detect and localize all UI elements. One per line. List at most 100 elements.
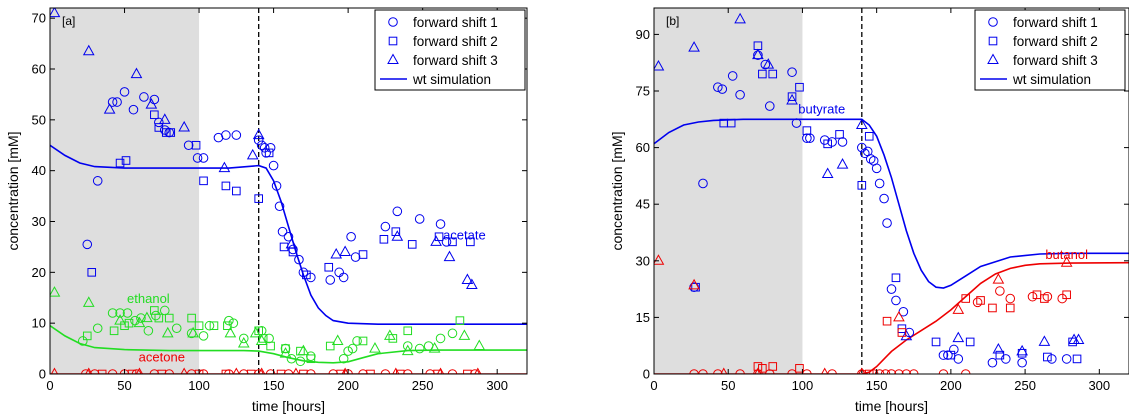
legend-label: forward shift 2 xyxy=(1013,34,1098,49)
data-point xyxy=(795,82,804,92)
data-point xyxy=(127,369,137,374)
data-point xyxy=(908,369,919,374)
data-point xyxy=(92,176,103,186)
data-point xyxy=(402,341,413,351)
data-point xyxy=(758,364,767,373)
data-point xyxy=(159,305,170,316)
legend-circle-marker xyxy=(388,17,398,27)
data-point xyxy=(266,341,275,351)
data-point xyxy=(1043,352,1052,362)
data-point xyxy=(302,270,311,280)
chart-panel-0: 0 50 100 150 200 250 300 0 10 20 30 40 50 60 70 time [h… xyxy=(5,7,528,414)
chart-panel-1: 0 50 100 150 200 250 300 0 15 30 45 60 75 90 time [hou… xyxy=(609,7,1129,414)
data-point xyxy=(298,267,309,278)
legend-box xyxy=(974,9,1126,91)
y-axis-label: concentration [mM] xyxy=(609,131,625,250)
data-point xyxy=(253,369,264,374)
data-point xyxy=(50,8,61,18)
data-point xyxy=(246,369,256,374)
y-tick-label: 75 xyxy=(636,84,650,99)
data-point xyxy=(274,201,285,212)
data-point xyxy=(425,369,435,374)
data-point xyxy=(727,71,738,81)
data-point xyxy=(823,139,832,149)
data-point xyxy=(279,347,292,358)
data-point xyxy=(688,278,700,290)
data-point xyxy=(871,163,882,174)
data-point xyxy=(931,337,941,347)
data-point xyxy=(414,343,425,354)
data-point xyxy=(120,321,129,331)
data-point xyxy=(972,297,983,308)
legend-square-marker xyxy=(988,36,998,46)
data-point xyxy=(157,369,167,374)
annotation-butyrate: butyrate xyxy=(798,102,845,117)
data-point xyxy=(191,140,201,150)
data-point xyxy=(435,219,446,229)
data-point xyxy=(836,158,849,169)
x-tick-label: 100 xyxy=(792,378,814,393)
y-tick-label: 0 xyxy=(643,367,650,382)
data-point xyxy=(987,357,998,368)
data-point xyxy=(938,350,949,360)
annotation-butanol: butanol xyxy=(1045,247,1088,262)
data-point xyxy=(254,326,263,336)
data-point xyxy=(414,214,425,224)
y-tick-label: 50 xyxy=(32,112,46,127)
x-tick-label: 300 xyxy=(486,378,508,393)
data-point xyxy=(187,313,196,323)
x-axis-label: time [hours] xyxy=(855,398,928,414)
data-point xyxy=(995,350,1005,360)
data-point xyxy=(1005,293,1016,304)
data-point xyxy=(151,310,161,321)
data-point xyxy=(802,369,812,374)
data-point xyxy=(802,126,812,135)
legend-label: forward shift 2 xyxy=(413,34,498,49)
data-point xyxy=(299,369,308,374)
data-point xyxy=(338,272,349,283)
data-point xyxy=(698,369,708,374)
data-point xyxy=(787,67,797,77)
data-point xyxy=(358,336,368,346)
data-point xyxy=(122,308,133,318)
legend-label: wt simulation xyxy=(412,72,491,87)
data-point xyxy=(198,331,209,341)
data-point xyxy=(89,369,100,374)
data-point xyxy=(292,367,300,374)
data-point xyxy=(119,87,130,97)
annotation-acetate: acetate xyxy=(443,227,486,242)
data-point xyxy=(752,48,764,60)
data-point xyxy=(384,329,396,340)
data-point xyxy=(380,369,391,374)
data-point xyxy=(992,342,1005,354)
data-point xyxy=(865,154,876,164)
data-point xyxy=(401,344,414,356)
data-point xyxy=(228,318,239,328)
data-point xyxy=(306,272,316,283)
shaded-region xyxy=(654,8,803,374)
data-point xyxy=(753,369,763,374)
data-point xyxy=(886,369,897,374)
data-point xyxy=(901,369,912,374)
data-point xyxy=(276,369,286,374)
data-point xyxy=(1061,354,1072,364)
data-point xyxy=(255,334,268,345)
data-point xyxy=(109,326,119,336)
data-point xyxy=(218,161,231,173)
data-point xyxy=(787,369,797,374)
series-butanol-square xyxy=(753,290,1071,374)
data-point xyxy=(231,130,242,140)
data-point xyxy=(136,313,146,323)
legend-label: forward shift 1 xyxy=(1013,15,1098,30)
data-point xyxy=(430,235,442,246)
legend-square-marker xyxy=(388,36,398,46)
data-point xyxy=(900,329,913,341)
legend-label: forward shift 1 xyxy=(413,15,498,30)
data-point xyxy=(392,206,403,217)
data-point xyxy=(107,369,118,374)
data-point xyxy=(325,341,335,351)
data-point xyxy=(407,240,417,249)
data-point xyxy=(145,98,158,109)
data-point xyxy=(198,153,209,163)
data-point xyxy=(859,148,870,159)
